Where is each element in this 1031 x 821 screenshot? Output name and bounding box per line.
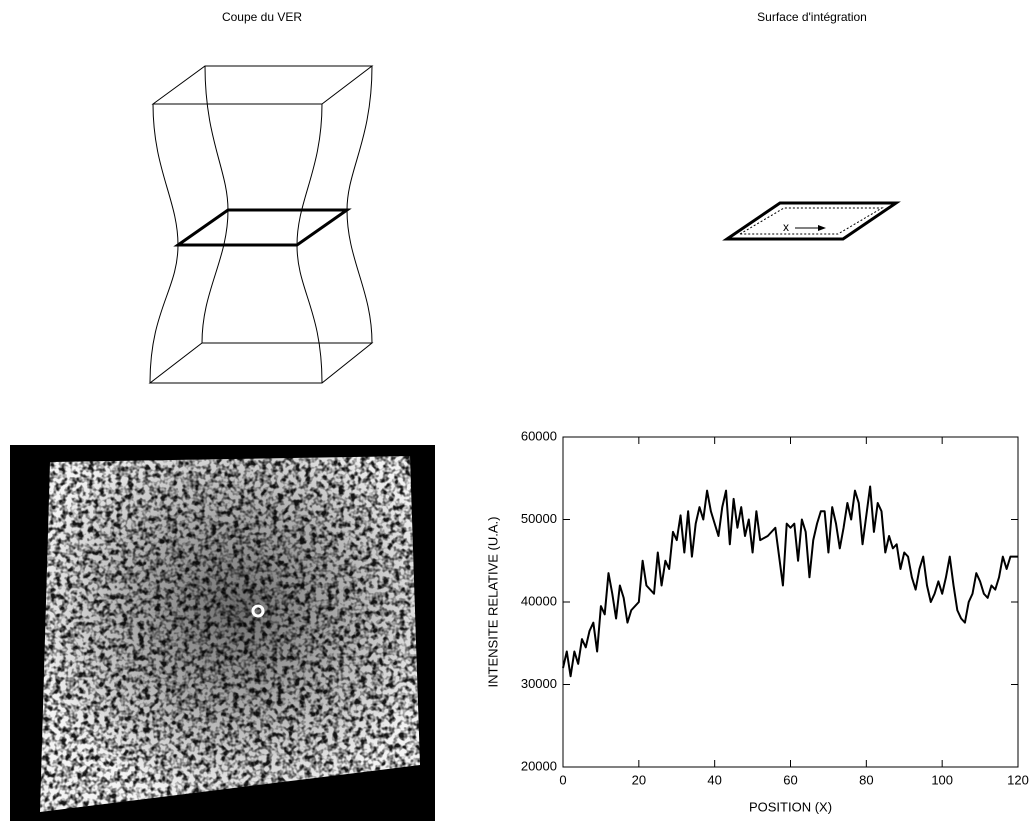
x-tick-label: 100	[931, 772, 953, 787]
x-tick-label: 120	[1007, 772, 1029, 787]
line-chart: 20000 30000 40000 50000 60000 0 20 40 60 80 100 120…	[485, 428, 1028, 814]
y-tick-label: 60000	[521, 428, 557, 443]
surface-diagram	[722, 201, 901, 241]
y-tick-label: 50000	[521, 511, 557, 526]
y-axis-label: INTENSITE RELATIVE (U.A.)	[485, 517, 500, 688]
arrow-label: x	[783, 220, 789, 234]
image-panel	[10, 445, 435, 821]
panel-title: Surface d'intégration	[757, 10, 867, 24]
x-tick-label: 40	[707, 772, 721, 787]
x-tick-label: 0	[559, 772, 566, 787]
plot-frame	[562, 436, 1019, 768]
y-tick-label: 30000	[521, 676, 557, 691]
panel-title: Coupe du VER	[222, 10, 302, 24]
x-tick-label: 80	[859, 772, 873, 787]
x-axis-label: POSITION (X)	[749, 799, 832, 814]
data-line	[562, 485, 1018, 678]
y-tick-label: 20000	[521, 758, 557, 773]
x-tick-label: 20	[632, 772, 646, 787]
cube-diagram	[148, 65, 374, 384]
y-tick-label: 40000	[521, 593, 557, 608]
x-tick-label: 60	[783, 772, 797, 787]
